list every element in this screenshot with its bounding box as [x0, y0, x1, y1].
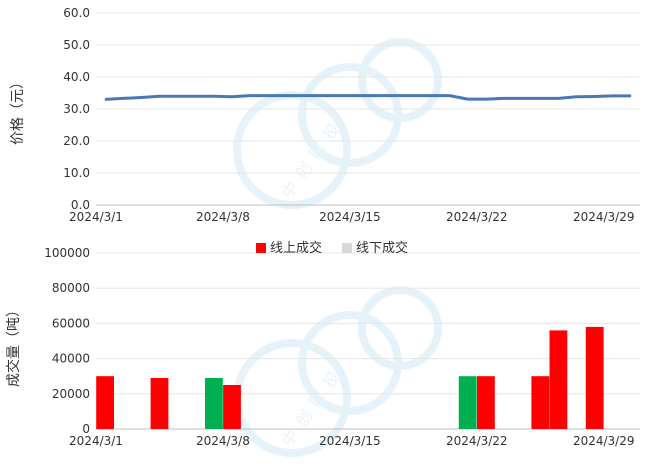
- price-point: [122, 97, 124, 99]
- price-point: [358, 95, 360, 97]
- price-point: [231, 96, 233, 98]
- y-tick-label: 40000: [52, 352, 90, 366]
- price-point: [412, 95, 414, 97]
- y-tick-label: 40.0: [63, 70, 90, 84]
- y-axis-label: 价格（元）: [10, 75, 26, 145]
- price-point: [267, 95, 269, 97]
- price-point: [304, 95, 306, 97]
- x-tick-label: 2024/3/29: [573, 434, 635, 448]
- y-tick-label: 0.0: [71, 198, 90, 212]
- legend-label: 线上成交: [270, 240, 322, 256]
- x-tick-label: 2024/3/1: [69, 434, 123, 448]
- y-tick-label: 50.0: [63, 38, 90, 52]
- x-tick-label: 2024/3/1: [69, 210, 123, 224]
- price-point: [539, 97, 541, 99]
- legend: 线上成交 线下成交: [256, 240, 408, 256]
- volume-bar: [205, 378, 223, 429]
- x-tick-label: 2024/3/8: [196, 434, 250, 448]
- x-tick-label: 2024/3/22: [446, 210, 508, 224]
- volume-bar: [477, 376, 495, 429]
- y-tick-label: 10.0: [63, 166, 90, 180]
- volume-bar: [150, 378, 169, 429]
- price-point: [340, 95, 342, 97]
- price-point: [430, 95, 432, 97]
- price-point: [612, 95, 614, 97]
- price-point: [576, 96, 578, 98]
- price-point: [467, 98, 469, 100]
- y-tick-label: 20000: [52, 387, 90, 401]
- y-axis-label: 成交量（吨）: [5, 303, 22, 387]
- volume-bar: [458, 376, 477, 429]
- price-point: [485, 98, 487, 100]
- y-tick-label: 30.0: [63, 102, 90, 116]
- price-point: [177, 95, 179, 97]
- price-point: [557, 97, 559, 99]
- legend-swatch: [342, 243, 352, 253]
- price-point: [521, 97, 523, 99]
- price-point: [322, 95, 324, 97]
- price-point: [249, 95, 251, 97]
- volume-chart: 0 20000 40000 60000 80000 100000 2024/3/1 2024/…: [5, 240, 640, 448]
- y-tick-label: 0: [82, 422, 90, 436]
- y-tick-label: 80000: [52, 281, 90, 295]
- price-point: [140, 96, 142, 98]
- price-point: [285, 95, 287, 97]
- volume-bar: [531, 376, 550, 429]
- y-tick-label: 20.0: [63, 134, 90, 148]
- price-chart: 0.0 10.0 20.0 30.0 40.0 50.0 60.0 2024/3/1 2024/…: [10, 6, 640, 224]
- x-tick-label: 2024/3/29: [573, 210, 635, 224]
- volume-bar: [585, 326, 604, 429]
- price-point: [104, 98, 106, 100]
- price-point: [394, 95, 396, 97]
- price-point: [630, 95, 632, 97]
- price-point: [449, 95, 451, 97]
- x-tick-label: 2024/3/15: [319, 210, 381, 224]
- price-series-line: [105, 94, 631, 101]
- price-point: [376, 95, 378, 97]
- x-tick-label: 2024/3/15: [319, 434, 381, 448]
- legend-swatch: [256, 243, 266, 253]
- volume-bar: [549, 330, 568, 429]
- price-point: [213, 95, 215, 97]
- volume-bar: [223, 385, 241, 429]
- price-point: [158, 95, 160, 97]
- price-point: [195, 95, 197, 97]
- y-tick-label: 60000: [52, 316, 90, 330]
- x-tick-label: 2024/3/22: [446, 434, 508, 448]
- price-point: [594, 96, 596, 98]
- y-tick-label: 60.0: [63, 6, 90, 20]
- watermark-top: 中创碳投: [233, 38, 442, 209]
- legend-label: 线下成交: [356, 240, 408, 256]
- y-tick-label: 100000: [44, 246, 90, 260]
- price-point: [503, 97, 505, 99]
- volume-bar: [96, 376, 114, 429]
- x-tick-label: 2024/3/8: [196, 210, 250, 224]
